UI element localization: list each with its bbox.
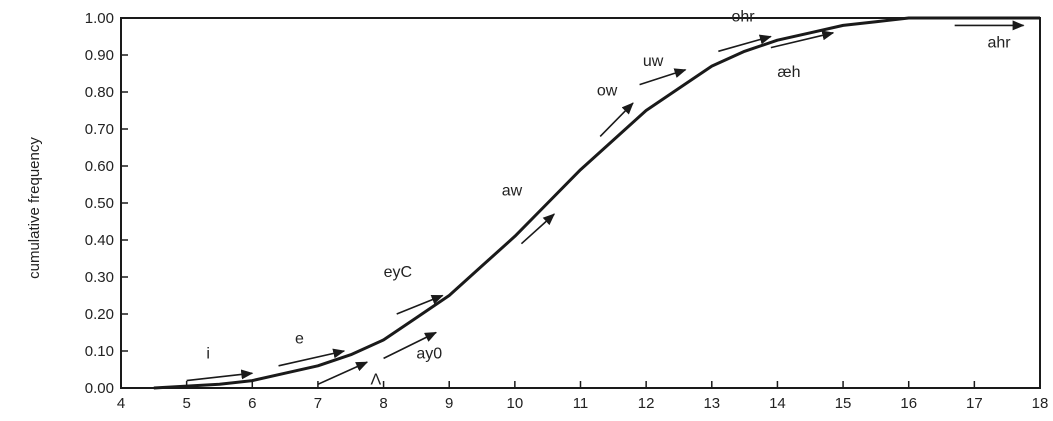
annotation-label: ahr — [987, 35, 1011, 52]
annotation-label: ay0 — [416, 345, 442, 362]
y-tick-label: 0.70 — [85, 121, 114, 138]
data-point — [317, 365, 319, 367]
annotation-arrow — [599, 102, 634, 137]
data-point — [907, 17, 910, 19]
data-point — [415, 316, 418, 319]
annotation-arrow — [396, 294, 444, 315]
x-tick-label: 17 — [966, 395, 983, 412]
x-tick-label: 13 — [703, 395, 720, 412]
x-tick-label: 10 — [507, 395, 524, 412]
x-tick-label: 7 — [314, 395, 322, 412]
x-tick-label: 11 — [573, 395, 589, 412]
series-line — [153, 16, 1040, 390]
annotation-arrow — [383, 331, 437, 360]
y-tick-label: 0.60 — [85, 158, 114, 175]
data-point — [546, 202, 549, 204]
data-point — [349, 353, 352, 356]
annotation-label: eyC — [384, 264, 412, 281]
data-point — [940, 17, 943, 19]
y-tick-label: 0.50 — [85, 195, 114, 212]
y-tick-label: 0.00 — [85, 380, 114, 397]
data-point — [382, 339, 385, 341]
data-point — [875, 20, 877, 23]
data-point — [1006, 17, 1008, 19]
annotation-arrow — [317, 361, 369, 386]
y-tick-label: 0.90 — [85, 47, 114, 64]
data-point — [448, 294, 451, 297]
y-tick-label: 0.30 — [85, 269, 114, 286]
y-tick-label: 0.40 — [85, 232, 114, 249]
y-tick-label: 0.20 — [85, 306, 114, 323]
annotation-arrow — [278, 348, 346, 367]
data-point — [185, 385, 188, 387]
y-tick-label: 0.80 — [85, 84, 114, 101]
data-point — [579, 168, 582, 171]
plot-frame — [120, 17, 1041, 389]
x-tick-label: 8 — [379, 395, 387, 412]
annotation-arrow — [639, 68, 687, 86]
data-point — [284, 372, 286, 375]
data-point — [973, 17, 976, 19]
annotation-label: i — [206, 345, 210, 362]
annotation-label: uw — [643, 53, 664, 70]
x-tick-label: 5 — [182, 395, 190, 412]
y-axis-label: cumulative frequency — [26, 137, 43, 279]
axes — [120, 17, 1041, 389]
x-tick-label: 12 — [638, 395, 655, 412]
x-tick-label: 18 — [1032, 395, 1049, 412]
data-point — [710, 65, 713, 67]
x-tick-label: 9 — [445, 395, 453, 412]
data-point — [514, 235, 516, 238]
annotation-label: aw — [502, 183, 523, 200]
annotation-label: ow — [597, 83, 618, 100]
data-point — [251, 379, 254, 382]
x-tick-label: 6 — [248, 395, 256, 412]
annotation-label: æh — [777, 64, 800, 81]
x-tick-label: 14 — [769, 395, 786, 412]
x-tick-label: 4 — [117, 395, 125, 412]
data-point — [809, 32, 812, 34]
data-point — [743, 50, 746, 53]
annotation-arrow — [520, 213, 555, 245]
annotation-label: Λ — [370, 371, 381, 388]
annotation-arrow — [186, 369, 254, 382]
data-point — [481, 265, 483, 267]
data-point — [612, 139, 615, 141]
data-point — [218, 383, 221, 386]
data-point — [678, 87, 680, 90]
series-layer — [153, 16, 1041, 390]
data-point — [842, 24, 844, 27]
data-point — [1039, 17, 1041, 19]
y-tick-label: 0.10 — [85, 343, 114, 360]
x-tick-label: 16 — [900, 395, 917, 412]
annotation-arrow — [718, 34, 772, 53]
tick-labels: 4 5 6 7 8 9 10 11 12 13 14 15 16 17 18 0.00 0.10 0.20 0.30… — [85, 10, 1049, 412]
annotation-label: ohr — [731, 9, 755, 26]
y-tick-label: 1.00 — [85, 10, 114, 27]
x-tick-label: 15 — [835, 395, 852, 412]
annotation-label: e — [295, 331, 304, 348]
data-point — [645, 109, 647, 112]
data-point — [153, 387, 155, 389]
annotation-arrow — [770, 30, 835, 49]
data-point — [776, 39, 779, 41]
